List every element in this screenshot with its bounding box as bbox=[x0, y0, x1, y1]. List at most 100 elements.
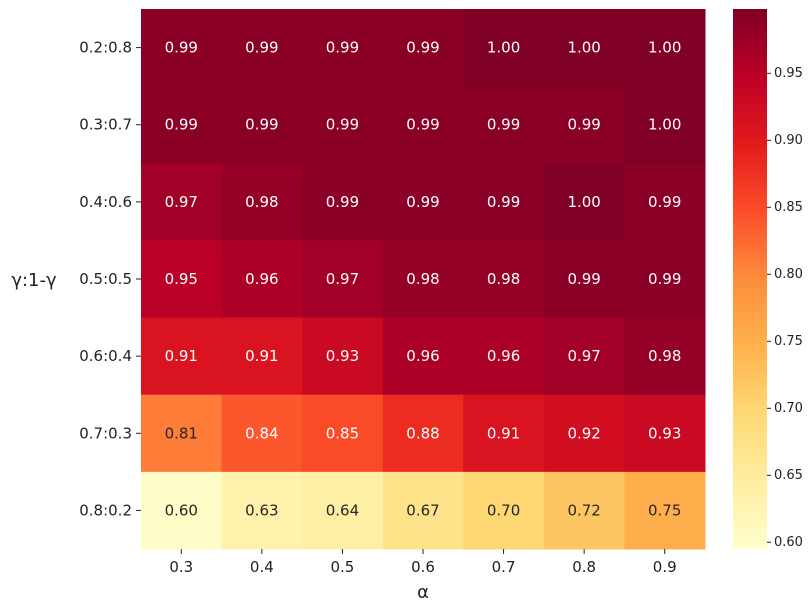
x-tick-label: 0.9 bbox=[653, 558, 677, 576]
y-tick-label: 0.4:0.6 bbox=[79, 193, 132, 211]
heatmap-cells bbox=[141, 9, 706, 550]
heatmap-cell-value: 0.84 bbox=[245, 424, 278, 442]
colorbar-tick-label: 0.95 bbox=[774, 66, 803, 81]
heatmap-cell bbox=[302, 240, 384, 319]
heatmap-cell bbox=[624, 9, 706, 87]
heatmap-cell-value: 0.99 bbox=[245, 39, 278, 57]
heatmap-cell-value: 0.99 bbox=[567, 116, 600, 134]
heatmap-cell-labels: 0.99 0.99 0.99 0.99 1.00 1.00 1.00 0.99 0.99 0.99… bbox=[165, 39, 682, 520]
heatmap-cell-value: 0.99 bbox=[245, 116, 278, 134]
heatmap-cell bbox=[382, 163, 464, 241]
y-tick-label: 0.7:0.3 bbox=[79, 424, 132, 442]
heatmap-cell-value: 0.99 bbox=[326, 39, 359, 57]
heatmap-cell-value: 1.00 bbox=[487, 39, 520, 57]
heatmap-cell-value: 0.97 bbox=[567, 347, 600, 365]
heatmap-cell-value: 0.60 bbox=[165, 501, 198, 519]
heatmap-cell bbox=[624, 240, 706, 319]
heatmap-cell-value: 0.99 bbox=[165, 116, 198, 134]
heatmap-cell-value: 0.98 bbox=[648, 347, 681, 365]
heatmap-cell-value: 0.63 bbox=[245, 501, 278, 519]
x-axis-ticks: 0.3 0.4 0.5 0.6 0.7 0.8 0.9 bbox=[169, 549, 677, 576]
heatmap-cell bbox=[543, 317, 625, 396]
heatmap-cell-value: 0.91 bbox=[487, 424, 520, 442]
heatmap-cell bbox=[543, 9, 625, 87]
heatmap-cell bbox=[141, 163, 223, 241]
y-tick-label: 0.6:0.4 bbox=[79, 347, 132, 365]
y-tick-label: 0.8:0.2 bbox=[79, 501, 132, 519]
heatmap-cell-value: 0.99 bbox=[326, 193, 359, 211]
heatmap-cell-value: 0.93 bbox=[648, 424, 681, 442]
heatmap-cell bbox=[141, 394, 223, 473]
y-axis-label: γ:1-γ bbox=[11, 270, 57, 291]
heatmap-cell-value: 0.99 bbox=[406, 39, 439, 57]
heatmap-cell bbox=[302, 471, 384, 550]
x-tick-label: 0.6 bbox=[411, 558, 435, 576]
heatmap-cell bbox=[624, 471, 706, 550]
heatmap-cell bbox=[221, 471, 303, 550]
heatmap-cell-value: 0.99 bbox=[648, 270, 681, 288]
colorbar-tick-label: 0.70 bbox=[774, 401, 803, 416]
heatmap-cell bbox=[624, 163, 706, 241]
heatmap-cell-value: 0.95 bbox=[165, 270, 198, 288]
x-tick-label: 0.4 bbox=[250, 558, 274, 576]
heatmap-cell bbox=[624, 317, 706, 396]
heatmap-cell bbox=[221, 240, 303, 319]
heatmap-cell bbox=[382, 86, 464, 164]
y-tick-label: 0.5:0.5 bbox=[79, 270, 132, 288]
heatmap-cell bbox=[302, 86, 384, 164]
heatmap-cell bbox=[624, 394, 706, 473]
colorbar-tick-label: 0.80 bbox=[774, 267, 803, 282]
heatmap-cell bbox=[221, 394, 303, 473]
heatmap-cell bbox=[302, 394, 384, 473]
heatmap-cell-value: 0.99 bbox=[406, 116, 439, 134]
heatmap-cell bbox=[141, 471, 223, 550]
heatmap-cell-value: 0.88 bbox=[406, 424, 439, 442]
heatmap-cell bbox=[141, 317, 223, 396]
heatmap-cell bbox=[543, 240, 625, 319]
heatmap-cell bbox=[463, 9, 545, 87]
heatmap-cell bbox=[382, 9, 464, 87]
heatmap-cell bbox=[382, 317, 464, 396]
heatmap-cell bbox=[141, 86, 223, 164]
colorbar-ticks: 0.60 0.65 0.70 0.75 0.80 0.85 0.90 0.95 bbox=[767, 66, 803, 550]
heatmap-cell-value: 0.81 bbox=[165, 424, 198, 442]
heatmap-cell bbox=[624, 86, 706, 164]
heatmap-cell-value: 0.98 bbox=[487, 270, 520, 288]
heatmap-cell-value: 0.91 bbox=[245, 347, 278, 365]
heatmap-cell-value: 1.00 bbox=[648, 116, 681, 134]
heatmap-cell-value: 1.00 bbox=[567, 193, 600, 211]
heatmap-cell-value: 0.93 bbox=[326, 347, 359, 365]
heatmap-cell-value: 0.97 bbox=[165, 193, 198, 211]
x-tick-label: 0.5 bbox=[330, 558, 354, 576]
heatmap-cell-value: 0.98 bbox=[245, 193, 278, 211]
heatmap-cell-value: 0.75 bbox=[648, 501, 681, 519]
heatmap-cell bbox=[302, 317, 384, 396]
heatmap-cell bbox=[302, 163, 384, 241]
heatmap-cell-value: 0.99 bbox=[326, 116, 359, 134]
heatmap-cell-value: 0.97 bbox=[326, 270, 359, 288]
heatmap-cell bbox=[463, 86, 545, 164]
colorbar-tick-label: 0.90 bbox=[774, 133, 803, 148]
heatmap-cell-value: 0.91 bbox=[165, 347, 198, 365]
heatmap-cell-value: 0.98 bbox=[406, 270, 439, 288]
heatmap-cell-value: 0.72 bbox=[567, 501, 600, 519]
heatmap-cell bbox=[382, 471, 464, 550]
heatmap-cell-value: 0.99 bbox=[487, 116, 520, 134]
heatmap-cell bbox=[302, 9, 384, 87]
heatmap-cell bbox=[543, 86, 625, 164]
heatmap-cell-value: 0.67 bbox=[406, 501, 439, 519]
y-tick-label: 0.3:0.7 bbox=[79, 116, 132, 134]
heatmap-cell-value: 0.96 bbox=[245, 270, 278, 288]
heatmap-cell-value: 0.99 bbox=[487, 193, 520, 211]
heatmap-cell bbox=[221, 9, 303, 87]
heatmap-cell bbox=[463, 471, 545, 550]
colorbar-tick-label: 0.60 bbox=[774, 535, 803, 550]
colorbar-tick-label: 0.65 bbox=[774, 468, 803, 483]
heatmap-cell-value: 0.64 bbox=[326, 501, 359, 519]
heatmap-cell bbox=[221, 163, 303, 241]
heatmap-cell bbox=[382, 394, 464, 473]
heatmap-cell-value: 0.96 bbox=[406, 347, 439, 365]
heatmap-cell-value: 0.99 bbox=[648, 193, 681, 211]
colorbar bbox=[733, 9, 767, 549]
